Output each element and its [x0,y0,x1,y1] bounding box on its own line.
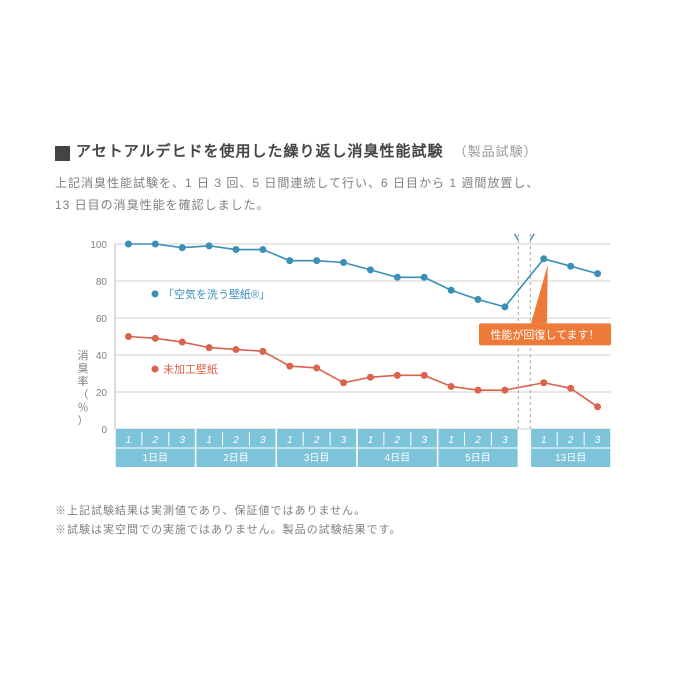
chart-header: アセトアルデヒドを使用した繰り返し消臭性能試験 （製品試験） [55,140,645,161]
svg-text:3: 3 [179,435,185,446]
note-line1: ※上記試験結果は実測値であり、保証値ではありません。 [55,502,645,521]
svg-text:3: 3 [260,435,266,446]
svg-text:性能が回復してます！: 性能が回復してます！ [490,328,599,342]
svg-text:1: 1 [206,435,212,446]
svg-text:2: 2 [394,435,401,446]
chart-notes: ※上記試験結果は実測値であり、保証値ではありません。 ※試験は実空間での実施では… [55,502,645,539]
chart-title: アセトアルデヒドを使用した繰り返し消臭性能試験 [76,143,444,160]
svg-text:2: 2 [474,435,481,446]
svg-text:2: 2 [313,435,320,446]
svg-text:3: 3 [502,435,508,446]
desc-line1: 上記消臭性能試験を、1 日 3 回、5 日間連続して行い、6 日目から 1 週間… [55,173,645,195]
svg-text:80: 80 [96,277,108,288]
svg-text:2: 2 [232,435,239,446]
svg-text:40: 40 [96,351,108,362]
svg-text:1: 1 [368,435,374,446]
svg-text:3日目: 3日目 [304,453,330,464]
svg-text:60: 60 [96,314,108,325]
svg-text:「空気を洗う壁紙®」: 「空気を洗う壁紙®」 [163,287,270,301]
svg-text:1: 1 [126,435,132,446]
svg-text:5日目: 5日目 [465,453,491,464]
chart-container: 0204060801001231日目1232日目1233日目1234日目1235… [69,234,629,494]
svg-text:2: 2 [152,435,159,446]
svg-text:2日目: 2日目 [223,453,249,464]
svg-text:1: 1 [541,435,547,446]
svg-text:3: 3 [595,435,601,446]
svg-text:20: 20 [96,388,108,399]
svg-text:100: 100 [90,240,107,251]
svg-text:）: ） [78,414,89,427]
svg-text:率: 率 [78,374,89,388]
svg-text:臭: 臭 [78,361,89,375]
svg-text:3: 3 [341,435,347,446]
svg-text:13日目: 13日目 [555,453,586,464]
svg-text:1: 1 [448,435,454,446]
svg-text:1: 1 [287,435,293,446]
svg-text:％: ％ [78,402,89,414]
svg-text:4日目: 4日目 [385,453,411,464]
title-block: アセトアルデヒドを使用した繰り返し消臭性能試験 [55,140,444,161]
chart-description: 上記消臭性能試験を、1 日 3 回、5 日間連続して行い、6 日目から 1 週間… [55,173,645,216]
svg-text:1日目: 1日目 [143,453,169,464]
svg-text:未加工壁紙: 未加工壁紙 [163,362,218,376]
title-square-icon [55,146,70,161]
chart-subtitle: （製品試験） [454,141,538,160]
deodorization-chart: 0204060801001231日目1232日目1233日目1234日目1235… [69,234,629,494]
note-line2: ※試験は実空間での実施ではありません。製品の試験結果です。 [55,521,645,540]
svg-text:0: 0 [101,425,107,436]
svg-text:2: 2 [567,435,574,446]
desc-line2: 13 日目の消臭性能を確認しました。 [55,195,645,217]
svg-text:（: （ [78,388,89,401]
svg-text:消: 消 [78,348,89,362]
svg-text:3: 3 [421,435,427,446]
